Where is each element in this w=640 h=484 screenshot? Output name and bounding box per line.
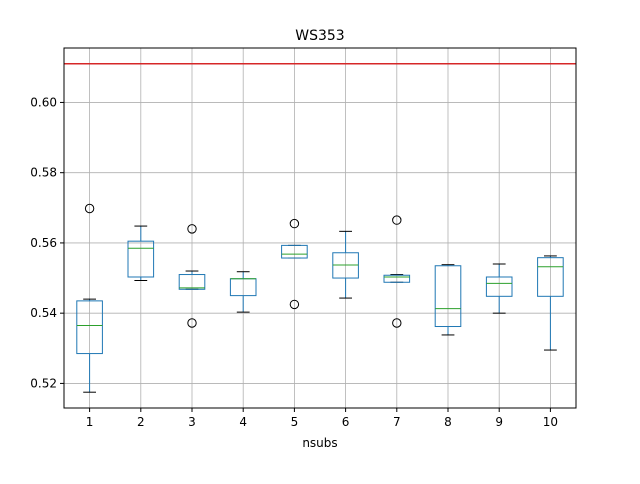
outlier-point (289, 218, 300, 229)
y-tick-label: 0.58 (30, 166, 57, 180)
x-tick-label: 3 (188, 415, 196, 429)
box (178, 274, 206, 290)
box-group-3 (178, 224, 206, 328)
outlier-point (392, 215, 402, 225)
box (76, 300, 103, 355)
outlier-point (84, 203, 95, 214)
outlier-point (187, 318, 197, 328)
x-tick-label: 7 (393, 415, 401, 429)
box-group-8 (434, 264, 462, 336)
box (383, 274, 411, 283)
boxes-layer (76, 203, 564, 393)
outlier-point (392, 318, 402, 328)
box-group-6 (332, 230, 359, 299)
box-group-2 (127, 225, 155, 282)
x-tick-label: 6 (342, 415, 350, 429)
x-tick-label: 2 (137, 415, 145, 429)
x-tick-label: 9 (495, 415, 503, 429)
box-group-7 (383, 215, 411, 328)
y-tick-label: 0.60 (30, 95, 57, 109)
x-tick-label: 1 (86, 415, 94, 429)
box-group-1 (76, 203, 103, 393)
box (434, 265, 462, 328)
outlier-point (289, 299, 300, 310)
y-tick-label: 0.54 (30, 306, 57, 320)
chart-title: WS353 (295, 28, 344, 44)
box-group-9 (485, 263, 513, 314)
x-tick-label: 8 (444, 415, 452, 429)
box (537, 257, 564, 297)
box-group-10 (537, 255, 564, 351)
y-tick-label: 0.52 (30, 376, 57, 390)
x-tick-label: 4 (239, 415, 247, 429)
box (281, 244, 308, 259)
x-axis-label: nsubs (302, 436, 337, 450)
axes-layer: 1 2 3 4 5 6 7 8 9 10 0.52 0.54 0.56 0.58 0.60 (30, 47, 577, 429)
box (127, 240, 155, 278)
x-tick-label: 10 (543, 415, 558, 429)
x-tick-label: 5 (291, 415, 299, 429)
box-group-5 (281, 218, 308, 310)
box (485, 276, 513, 297)
box-group-4 (229, 271, 257, 313)
plot-frame (63, 47, 577, 409)
outlier-point (187, 224, 197, 234)
y-tick-label: 0.56 (30, 236, 57, 250)
